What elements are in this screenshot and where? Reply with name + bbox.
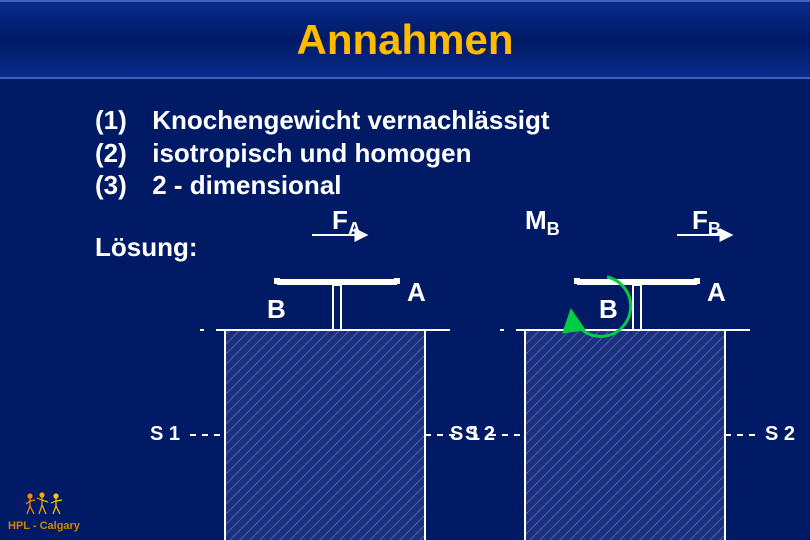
label-A-left: A — [407, 277, 426, 308]
label-FA: FA — [332, 205, 361, 240]
label-S2-right: S 2 — [765, 423, 795, 446]
label-S1-right: S 1 — [450, 423, 480, 446]
label-FA-main: F — [332, 205, 348, 235]
logo: HPL - Calgary — [8, 490, 80, 532]
label-FB-main: F — [692, 205, 708, 235]
label-MB: MB — [525, 205, 560, 240]
label-FB: FB — [692, 205, 721, 240]
label-MB-sub: B — [547, 219, 560, 239]
label-FA-sub: A — [348, 219, 361, 239]
diagram-svg — [0, 0, 810, 540]
logo-icon — [24, 490, 64, 518]
label-S1-left: S 1 — [150, 423, 180, 446]
logo-text: HPL - Calgary — [8, 520, 80, 532]
label-B-left: B — [267, 294, 286, 325]
label-A-right: A — [707, 277, 726, 308]
label-MB-main: M — [525, 205, 547, 235]
label-FB-sub: B — [708, 219, 721, 239]
label-B-right: B — [599, 294, 618, 325]
